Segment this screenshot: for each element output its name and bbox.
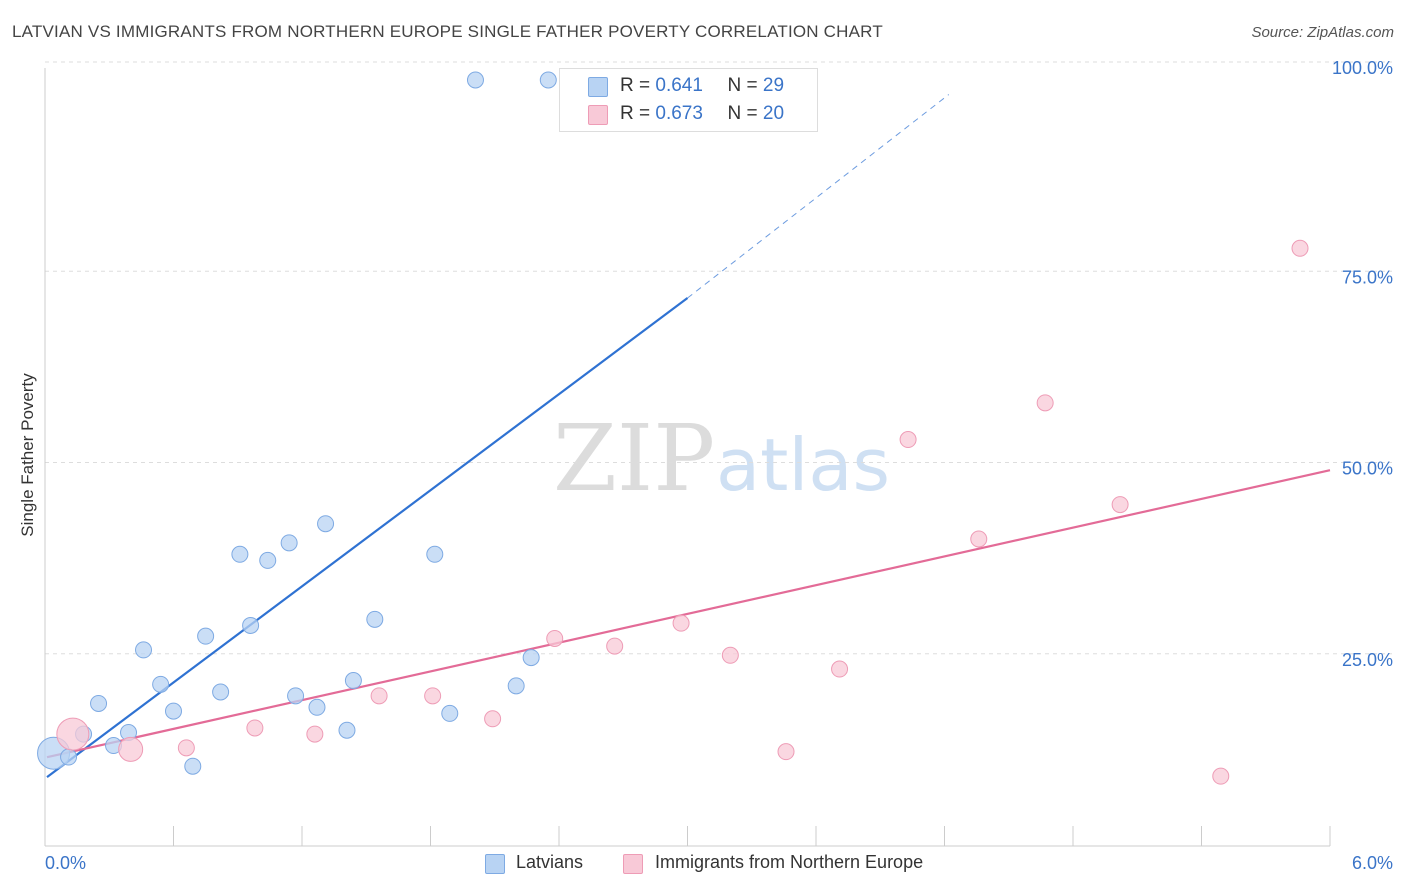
point-latvians	[184, 757, 202, 775]
point-latvians	[366, 610, 384, 628]
point-immigrants	[306, 725, 324, 743]
point-immigrants	[1291, 239, 1309, 257]
point-immigrants	[370, 687, 388, 705]
point-latvians	[522, 649, 540, 667]
point-immigrants	[606, 637, 624, 655]
point-immigrants	[177, 739, 195, 757]
point-immigrants	[831, 660, 849, 678]
point-latvians	[317, 515, 335, 533]
point-latvians	[242, 616, 260, 634]
r-value: 0.673	[655, 103, 703, 124]
point-latvians	[165, 702, 182, 720]
point-latvians	[426, 545, 444, 563]
r-label: R =	[620, 75, 651, 96]
point-latvians	[344, 672, 362, 690]
watermark-atlas: atlas	[716, 423, 890, 507]
point-latvians	[308, 698, 326, 716]
point-immigrants	[1036, 394, 1054, 412]
point-latvians	[338, 721, 356, 739]
legend-row-latvians: R = 0.641 N = 29	[620, 75, 784, 97]
grid-lines	[45, 61, 1392, 655]
x-tick-label: 0.0%	[45, 853, 86, 873]
legend-label-latvians: Latvians	[516, 852, 584, 872]
r-value: 0.641	[655, 75, 703, 96]
point-immigrants	[56, 717, 90, 751]
point-latvians	[135, 641, 153, 659]
point-latvians	[60, 748, 78, 766]
legend-row-immigrants: R = 0.673 N = 20	[620, 103, 784, 125]
point-immigrants	[672, 614, 690, 632]
point-latvians	[90, 694, 108, 712]
point-latvians	[259, 551, 277, 569]
source-label: Source: ZipAtlas.com	[1251, 24, 1394, 41]
y-tick-label: 100.0%	[1332, 58, 1393, 78]
point-latvians	[287, 687, 305, 705]
point-latvians	[197, 627, 215, 645]
n-value: 20	[762, 103, 785, 124]
trend-line-latvians	[46, 297, 689, 778]
point-immigrants	[1212, 767, 1230, 785]
point-immigrants	[424, 687, 442, 705]
tick-labels: 25.0% 50.0% 75.0% 100.0% 0.0% 6.0%	[45, 58, 1393, 873]
point-immigrants	[118, 736, 144, 762]
point-immigrants	[1111, 496, 1129, 514]
n-value: 29	[762, 75, 785, 96]
data-points	[37, 71, 1309, 785]
trend-lines	[46, 94, 1331, 778]
legend-swatch-latvians	[588, 77, 608, 97]
r-label: R =	[620, 103, 651, 124]
point-immigrants	[970, 530, 988, 548]
point-latvians	[441, 704, 459, 722]
point-immigrants	[777, 743, 795, 761]
point-latvians	[212, 683, 230, 701]
point-latvians	[280, 534, 298, 552]
legend-swatch-latvians	[485, 854, 505, 874]
n-label: N =	[727, 103, 758, 124]
chart-title: LATVIAN VS IMMIGRANTS FROM NORTHERN EURO…	[12, 22, 883, 41]
y-tick-label: 75.0%	[1342, 267, 1393, 287]
x-tick-label: 6.0%	[1352, 853, 1393, 873]
trend-line-latvians-extension	[687, 94, 950, 299]
point-immigrants	[484, 710, 502, 728]
point-immigrants	[721, 646, 739, 664]
point-latvians	[231, 545, 249, 563]
watermark: ZIP atlas	[553, 405, 890, 512]
legend-label-immigrants: Immigrants from Northern Europe	[655, 852, 924, 872]
point-immigrants	[546, 629, 564, 647]
point-immigrants	[246, 719, 264, 737]
point-latvians	[539, 71, 557, 89]
trend-line-immigrants	[46, 469, 1331, 759]
axes	[44, 68, 1331, 847]
y-tick-label: 25.0%	[1342, 650, 1393, 670]
watermark-zip: ZIP	[553, 405, 715, 512]
stats-legend: R = 0.641 N = 29 R = 0.673 N = 20	[559, 68, 818, 132]
y-tick-label: 50.0%	[1342, 459, 1393, 479]
legend-swatch-immigrants	[623, 854, 643, 874]
point-latvians	[507, 677, 525, 695]
legend-swatch-immigrants	[588, 105, 608, 125]
n-label: N =	[727, 75, 758, 96]
point-immigrants	[899, 431, 917, 449]
point-latvians	[466, 71, 484, 89]
point-latvians	[152, 675, 170, 693]
